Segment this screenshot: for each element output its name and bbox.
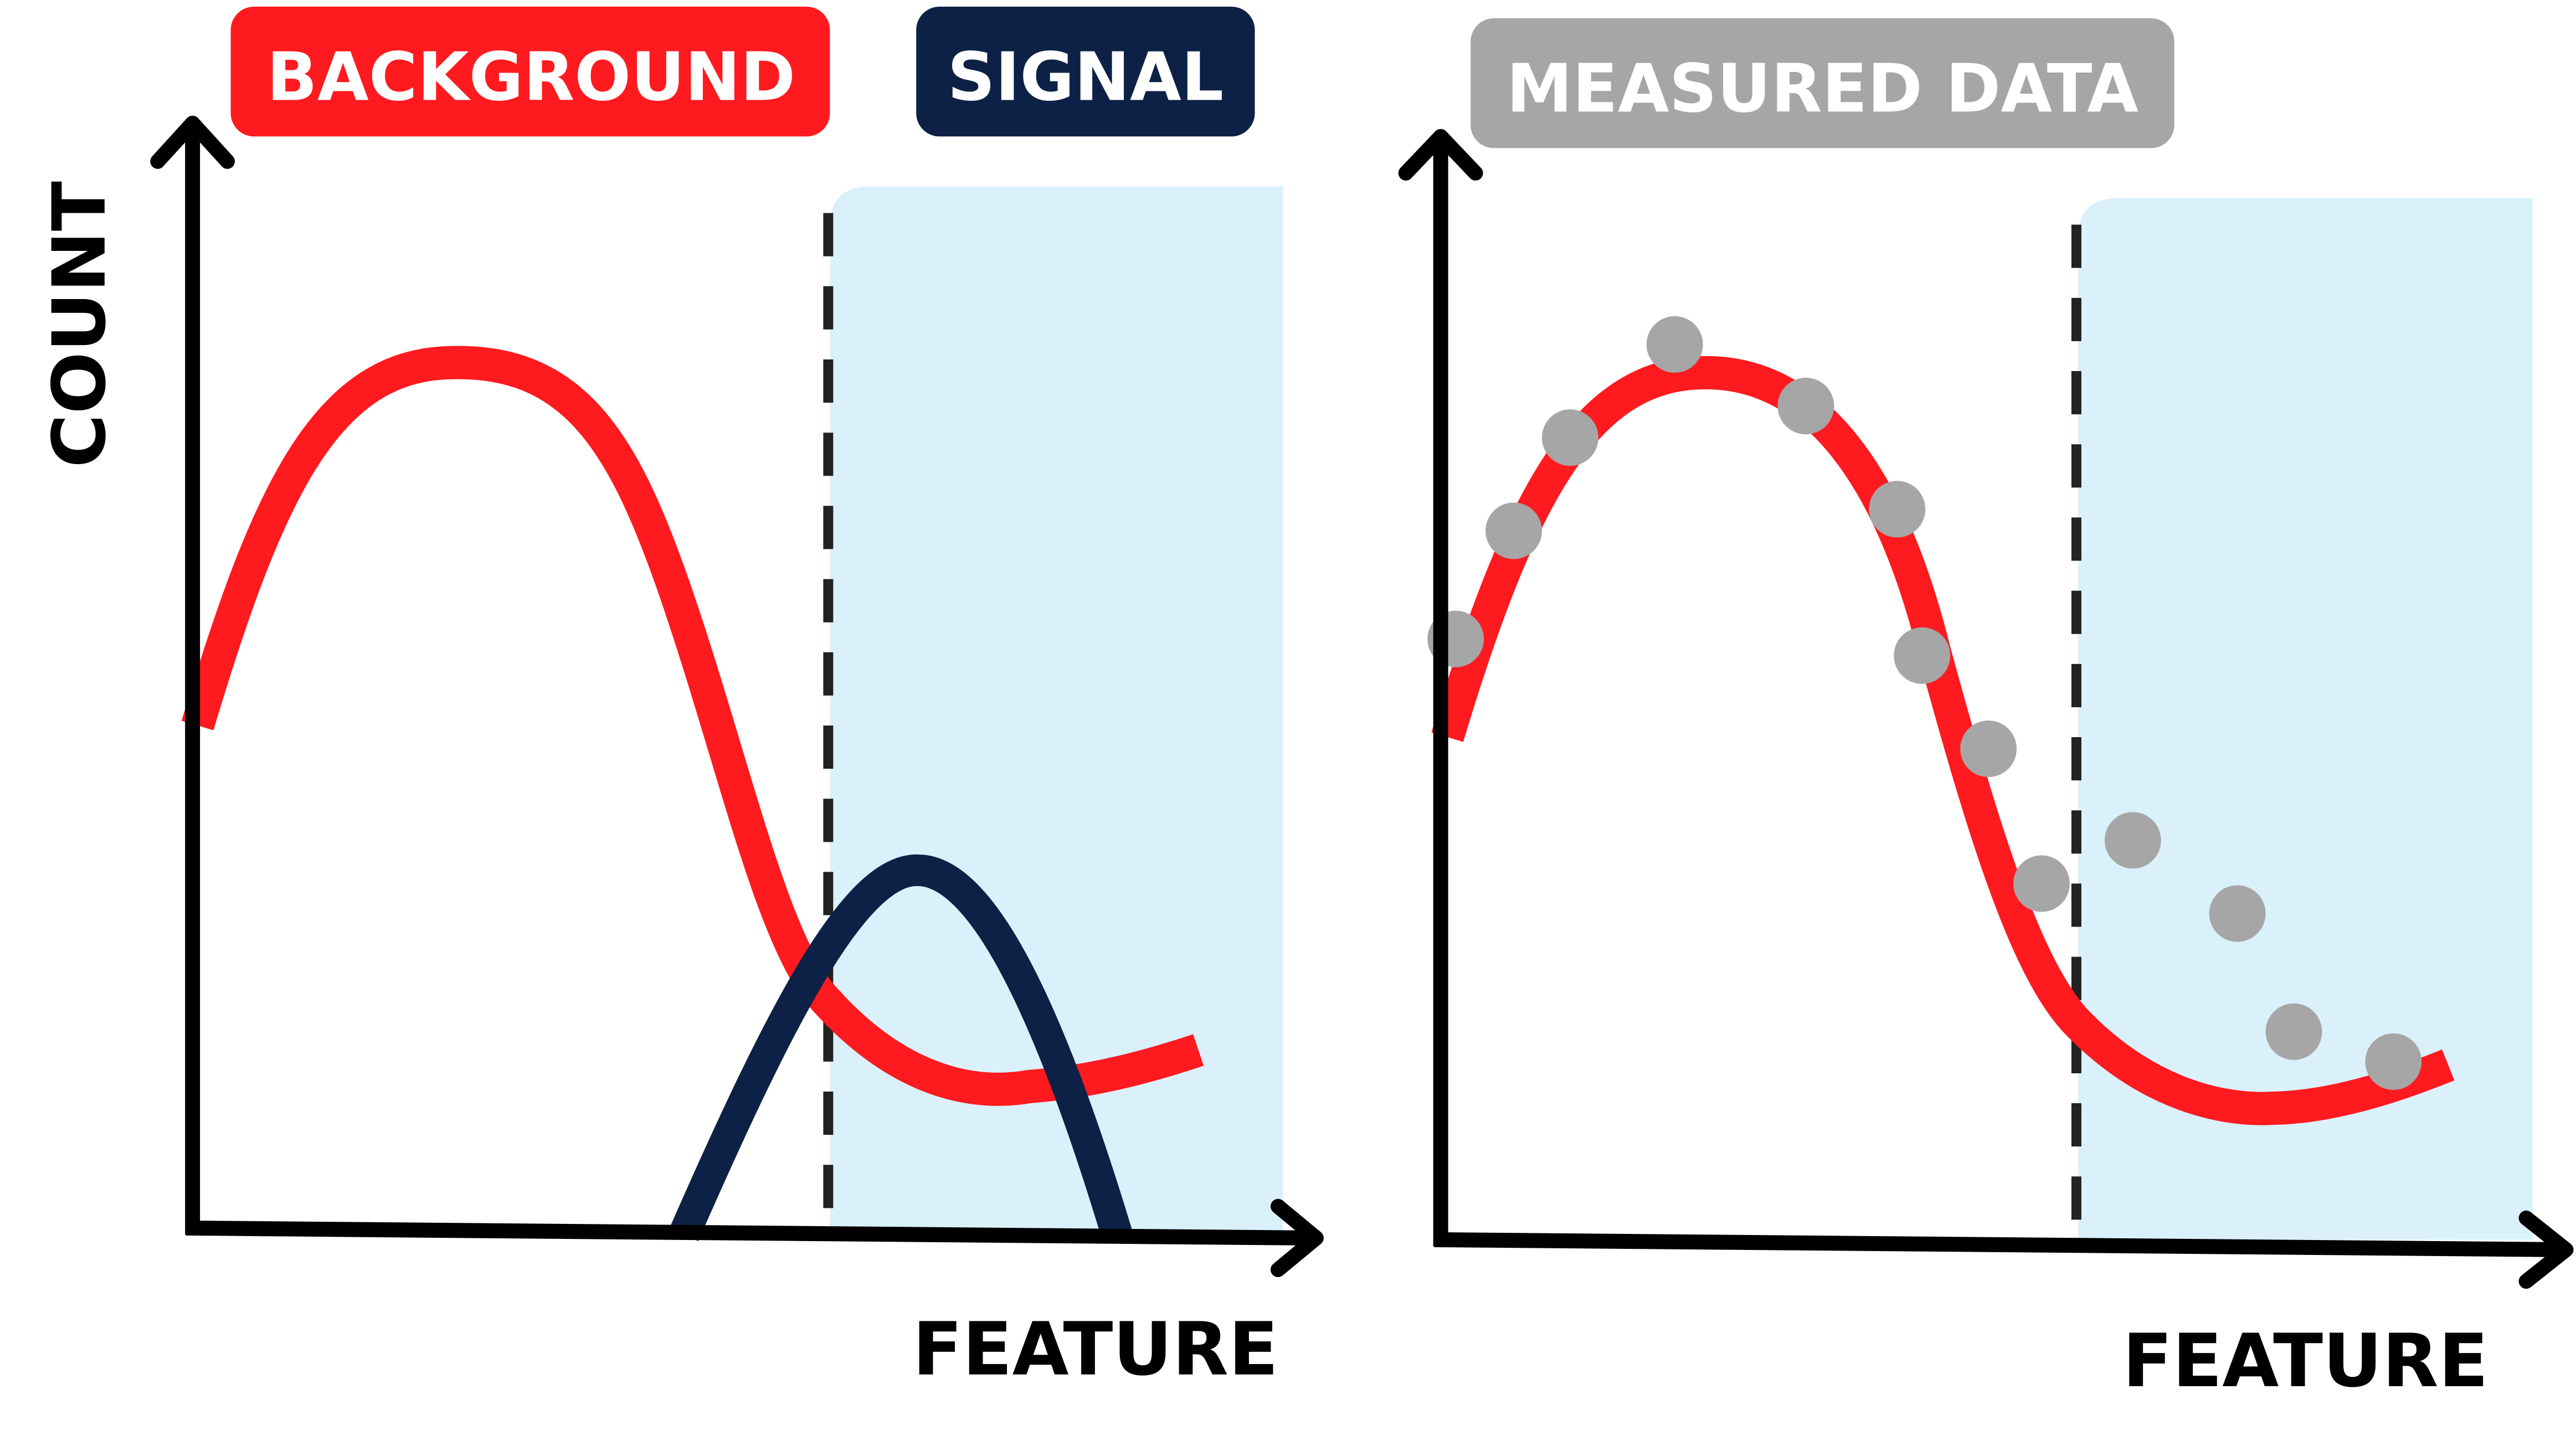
measured-data-label: MEASURED DATA bbox=[1506, 50, 2138, 127]
left-x-axis-label: FEATURE bbox=[913, 1307, 1279, 1392]
data-point bbox=[2265, 1003, 2322, 1060]
data-point bbox=[2365, 1033, 2422, 1090]
background-legend-badge: BACKGROUND bbox=[230, 7, 830, 137]
left-x-arrowhead bbox=[1271, 1198, 1324, 1278]
left-y-arrowhead bbox=[150, 115, 235, 169]
data-point bbox=[1485, 502, 1542, 559]
left-signal-curve bbox=[669, 854, 1133, 1241]
left-background-curve bbox=[181, 346, 1204, 1106]
data-point bbox=[1894, 627, 1951, 684]
right-signal-region bbox=[2078, 198, 2533, 1240]
data-point bbox=[1869, 481, 1926, 538]
right-x-axis bbox=[1434, 1232, 2562, 1257]
data-point bbox=[1777, 378, 1834, 435]
data-point bbox=[2209, 885, 2266, 942]
data-point bbox=[2013, 855, 2070, 912]
right-x-arrowhead bbox=[2518, 1210, 2574, 1289]
data-point bbox=[1646, 316, 1703, 373]
left-x-axis bbox=[186, 1220, 1312, 1246]
right-background-curve bbox=[1431, 356, 2455, 1125]
left-panel: COUNT FEATURE bbox=[37, 115, 1324, 1392]
signal-legend-badge: SIGNAL bbox=[916, 7, 1255, 137]
measured-data-points bbox=[1427, 316, 2422, 1090]
left-signal-region bbox=[830, 186, 1283, 1232]
data-point bbox=[1960, 720, 2017, 778]
left-y-axis-label: COUNT bbox=[37, 181, 122, 468]
background-legend-label: BACKGROUND bbox=[267, 39, 796, 116]
data-point bbox=[2104, 812, 2161, 869]
measured-data-badge: MEASURED DATA bbox=[1470, 18, 2174, 148]
signal-legend-label: SIGNAL bbox=[948, 39, 1224, 116]
right-panel: FEATURE bbox=[1398, 128, 2574, 1404]
right-x-axis-label: FEATURE bbox=[2122, 1319, 2488, 1404]
data-point bbox=[1542, 409, 1598, 466]
right-y-arrowhead bbox=[1398, 128, 1483, 181]
